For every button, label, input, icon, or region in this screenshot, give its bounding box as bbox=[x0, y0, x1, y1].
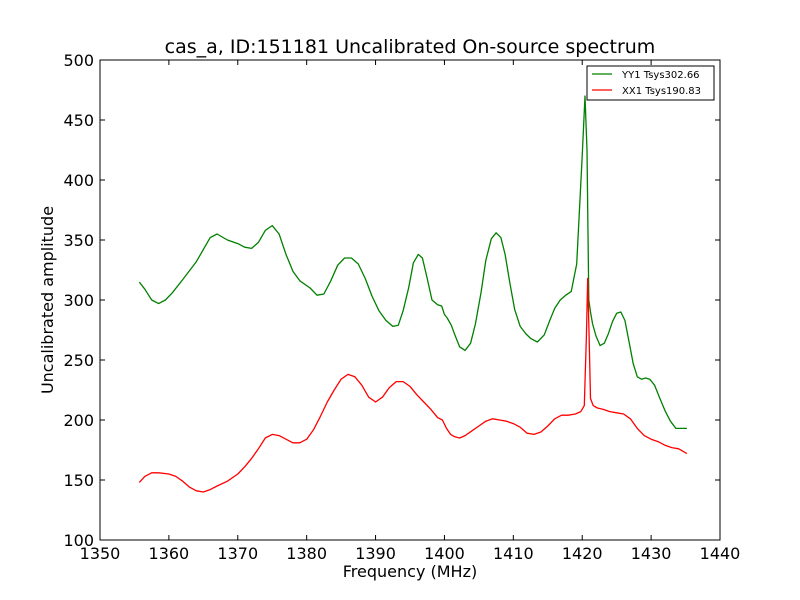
x-tick-label: 1370 bbox=[217, 544, 258, 563]
legend-label-xx1: XX1 Tsys190.83 bbox=[622, 86, 701, 97]
series-layer bbox=[138, 95, 688, 493]
y-tick-label: 100 bbox=[63, 531, 94, 550]
x-tick-label: 1420 bbox=[562, 544, 603, 563]
y-tick-label: 450 bbox=[63, 111, 94, 130]
series-line-yy1 bbox=[138, 95, 687, 430]
x-tick-label: 1380 bbox=[286, 544, 327, 563]
legend: YY1 Tsys302.66 XX1 Tsys190.83 bbox=[586, 65, 715, 101]
series-line-xx1 bbox=[138, 277, 688, 493]
y-axis-label: Uncalibrated amplitude bbox=[38, 206, 57, 394]
y-tick-label: 300 bbox=[63, 291, 94, 310]
x-tick-label: 1410 bbox=[493, 544, 534, 563]
x-axis-ticks: 1350 1360 1370 1380 1390 1400 1410 1420 1430 1440 bbox=[80, 60, 741, 563]
legend-label-yy1: YY1 Tsys302.66 bbox=[621, 70, 700, 81]
x-tick-label: 1360 bbox=[149, 544, 190, 563]
x-tick-label: 1350 bbox=[80, 544, 121, 563]
plot-frame bbox=[99, 59, 721, 541]
x-axis-label: Frequency (MHz) bbox=[343, 562, 477, 581]
x-tick-label: 1440 bbox=[700, 544, 741, 563]
x-tick-label: 1400 bbox=[424, 544, 465, 563]
x-tick-label: 1390 bbox=[355, 544, 396, 563]
legend-box bbox=[586, 65, 715, 101]
y-tick-label: 250 bbox=[63, 351, 94, 370]
x-tick-label: 1430 bbox=[631, 544, 672, 563]
y-tick-label: 350 bbox=[63, 231, 94, 250]
y-tick-label: 200 bbox=[63, 411, 94, 430]
chart-title: cas_a, ID:151181 Uncalibrated On-source … bbox=[165, 36, 656, 58]
y-tick-label: 500 bbox=[63, 51, 94, 70]
y-tick-label: 400 bbox=[63, 171, 94, 190]
y-tick-label: 150 bbox=[63, 471, 94, 490]
y-axis-ticks: 100 150 200 250 300 350 400 450 500 bbox=[63, 51, 720, 550]
